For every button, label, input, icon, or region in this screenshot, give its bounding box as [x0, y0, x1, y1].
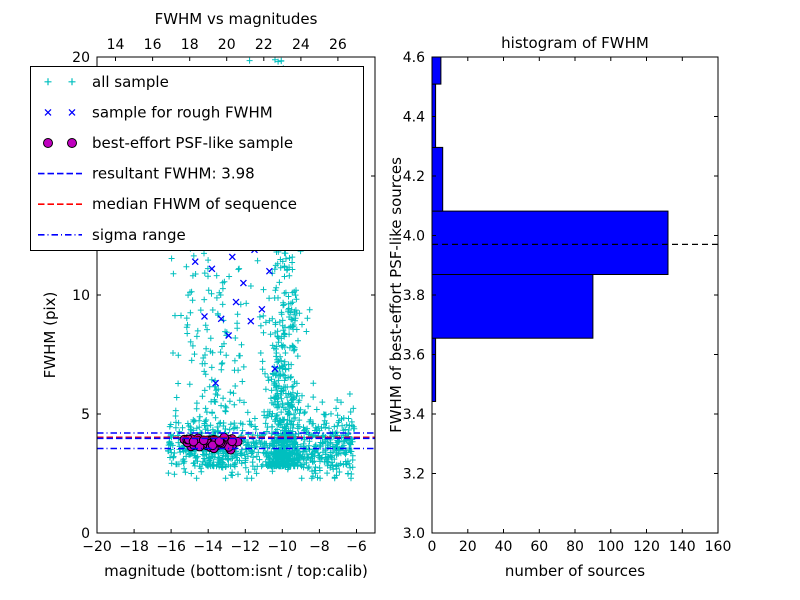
y-tick-label: 3.2 [403, 467, 425, 483]
left-plot-title: FWHM vs magnitudes [155, 10, 318, 28]
right-xlabel: number of sources [505, 562, 645, 580]
legend-circle-marker-icon [67, 138, 77, 148]
legend-item: sample for rough FWHM [44, 103, 273, 121]
x-tick-label: 40 [495, 539, 513, 555]
x-tick-label: 160 [705, 539, 732, 555]
x-tick-label: 120 [633, 539, 660, 555]
legend-item: sigma range [38, 226, 186, 244]
right-plot-title: histogram of FWHM [501, 34, 649, 52]
x-tick-label: 140 [669, 539, 696, 555]
legend: all sample sample for rough FWHM best-effo… [30, 66, 364, 251]
y-tick-label: 4.0 [403, 229, 425, 245]
x-tick-label: 20 [459, 539, 477, 555]
legend-x-marker-icon [44, 108, 52, 116]
y-tick-label: 3.0 [403, 526, 425, 542]
x-tick-label: −12 [231, 539, 261, 555]
y-tick-label: 4.4 [403, 110, 425, 126]
x-tick-label: −20 [82, 539, 112, 555]
right-ylabel: FWHM of best-effort PSF-like sources [387, 157, 405, 433]
legend-label: best-effort PSF-like sample [92, 134, 293, 152]
legend-plus-marker-icon [68, 78, 76, 86]
y-tick-label: 4.6 [403, 50, 425, 66]
x-tick-label: −8 [309, 539, 330, 555]
x-tick-label-top: 16 [144, 37, 162, 53]
left-plot-ticks: −20 −18 −16 −14 −12 −10 −8 −6 14 16 18 20 22 24 26 0 5 10… [72, 37, 375, 555]
right-plot: 0 20 40 60 80 100 120 140 160 3.0 3.2 3.4 3.6 3.8 4.0 4… [387, 34, 731, 580]
hist-bar [431, 210, 669, 276]
y-tick-label: 3.4 [403, 407, 425, 423]
hist-bar [431, 83, 437, 148]
x-tick-label: 100 [597, 539, 624, 555]
hist-bar [431, 274, 594, 339]
x-tick-label-top: 14 [107, 37, 125, 53]
x-tick-label: −18 [119, 539, 149, 555]
legend-label: all sample [92, 73, 169, 91]
left-ylabel: FWHM (pix) [41, 292, 59, 379]
x-tick-label: 80 [566, 539, 584, 555]
legend-label: sigma range [92, 226, 186, 244]
y-tick-label: 3.8 [403, 288, 425, 304]
y-tick-label: 3.6 [403, 348, 425, 364]
x-tick-label-top: 26 [329, 37, 347, 53]
y-tick-label: 0 [81, 526, 90, 542]
x-tick-label-top: 24 [292, 37, 310, 53]
legend-label: sample for rough FWHM [92, 103, 273, 121]
legend-label: resultant FWHM: 3.98 [92, 165, 255, 183]
y-tick-label: 4.2 [403, 169, 425, 185]
x-tick-label-top: 20 [218, 37, 236, 53]
x-tick-label: −14 [193, 539, 223, 555]
x-tick-label: 60 [530, 539, 548, 555]
y-tick-label: 5 [81, 407, 90, 423]
x-tick-label: −10 [268, 539, 298, 555]
right-plot-ticks: 0 20 40 60 80 100 120 140 160 3.0 3.2 3.4 3.6 3.8 4.0 4… [403, 50, 732, 555]
legend-item: all sample [44, 73, 169, 91]
hist-bar [431, 146, 444, 212]
x-tick-label-top: 18 [181, 37, 199, 53]
legend-x-marker-icon [68, 108, 76, 116]
x-tick-label: 0 [428, 539, 437, 555]
y-tick-label: 10 [72, 288, 90, 304]
histogram-bars [431, 56, 669, 403]
legend-label: median FHWM of sequence [92, 195, 297, 213]
left-xlabel: magnitude (bottom:isnt / top:calib) [104, 562, 368, 580]
legend-item: resultant FWHM: 3.98 [38, 165, 255, 183]
hist-bar [431, 337, 437, 403]
y-tick-label: 20 [72, 50, 90, 66]
x-tick-label-top: 22 [255, 37, 273, 53]
scatter-psf-sample [179, 432, 243, 455]
x-tick-label: −16 [156, 539, 186, 555]
legend-box [30, 66, 364, 251]
hist-bar [431, 56, 442, 85]
x-tick-label: −6 [346, 539, 367, 555]
legend-item: best-effort PSF-like sample [43, 134, 293, 152]
legend-circle-marker-icon [43, 138, 53, 148]
legend-plus-marker-icon [44, 78, 52, 86]
left-plot: −20 −18 −16 −14 −12 −10 −8 −6 14 16 18 20 22 24 26 0 5 10… [30, 10, 376, 580]
legend-item: median FHWM of sequence [38, 195, 297, 213]
